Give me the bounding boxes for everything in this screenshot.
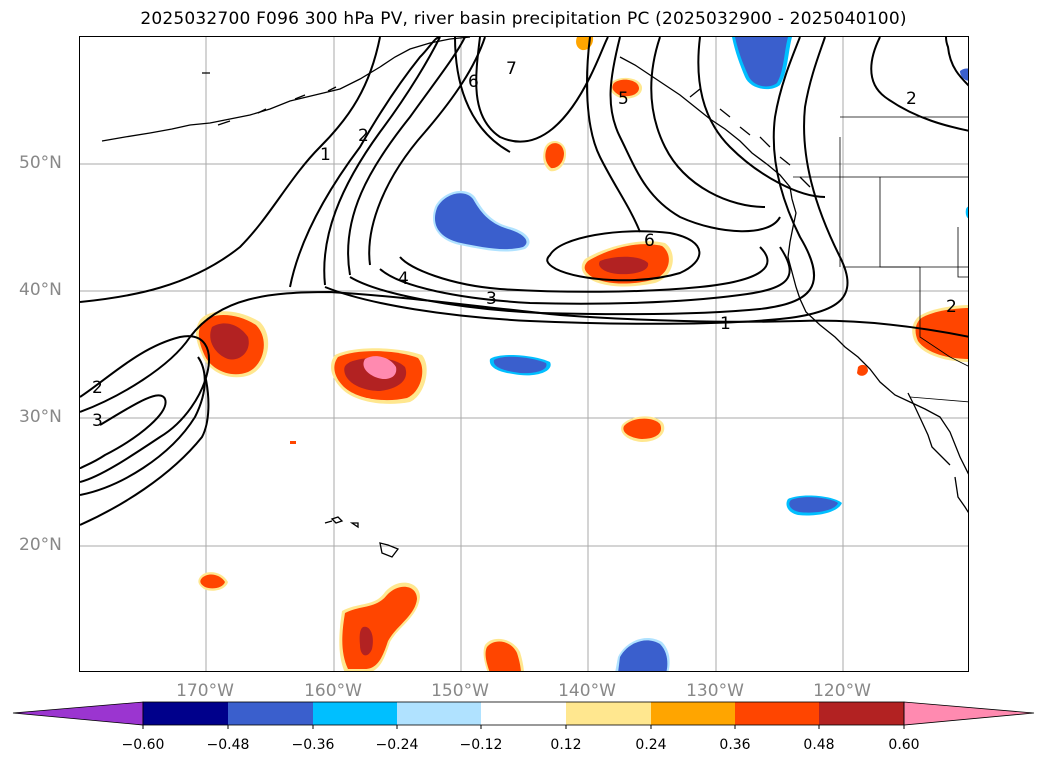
colorbar-tick: 0.48	[803, 737, 835, 753]
colorbar-segment	[651, 702, 735, 725]
contour-label-5: 5	[618, 89, 629, 109]
lat-label-30n: 30°N	[19, 407, 62, 427]
colorbar-segment	[481, 702, 566, 725]
colorbar-segment	[313, 702, 397, 725]
contour-label-2b: 2	[92, 378, 103, 398]
negative-precip-blobs	[432, 37, 968, 671]
borders	[793, 116, 968, 403]
colorbar-tick: −0.12	[459, 737, 503, 753]
pv-contours	[80, 37, 968, 526]
contour-label-3a: 3	[92, 411, 103, 431]
lat-label-40n: 40°N	[19, 280, 62, 300]
colorbar-tick: −0.48	[206, 737, 250, 753]
map-panel: 1 1 2 2 2 2 3 3 4 5 6 6 7	[79, 36, 969, 672]
gridlines	[80, 37, 968, 671]
colorbar-segment	[228, 702, 313, 725]
contour-label-3b: 3	[486, 289, 497, 309]
lon-label-170w: 170°W	[176, 681, 234, 701]
contour-label-1a: 1	[320, 145, 331, 165]
colorbar-tick: 0.12	[550, 737, 582, 753]
contour-labels: 1 1 2 2 2 2 3 3 4 5 6 6 7	[92, 59, 957, 431]
lon-label-130w: 130°W	[686, 681, 744, 701]
lat-label-50n: 50°N	[19, 153, 62, 173]
contour-label-6b: 6	[644, 231, 655, 251]
colorbar-tick: −0.60	[121, 737, 165, 753]
contour-label-2a: 2	[358, 126, 369, 146]
lon-label-140w: 140°W	[558, 681, 616, 701]
colorbar-segment	[397, 702, 481, 725]
colorbar-segment	[143, 702, 228, 725]
lon-label-160w: 160°W	[304, 681, 362, 701]
colorbar-tick: 0.24	[635, 737, 667, 753]
contour-label-1b: 1	[720, 314, 731, 334]
contour-label-2d: 2	[946, 297, 957, 317]
colorbar-segment	[819, 702, 904, 725]
chart-title: 2025032700 F096 300 hPa PV, river basin …	[140, 9, 907, 29]
lon-label-120w: 120°W	[813, 681, 871, 701]
lat-label-20n: 20°N	[19, 535, 62, 555]
contour-label-7: 7	[506, 59, 517, 79]
colorbar-tick: 0.36	[719, 737, 751, 753]
contour-label-2c: 2	[906, 89, 917, 109]
colorbar	[12, 701, 1035, 729]
colorbar-over-arrow	[903, 701, 1035, 726]
colorbar-tick: −0.36	[291, 737, 335, 753]
colorbar-segment	[566, 702, 651, 725]
map-svg: 1 1 2 2 2 2 3 3 4 5 6 6 7	[80, 37, 968, 671]
lon-label-150w: 150°W	[431, 681, 489, 701]
colorbar-tick: 0.60	[888, 737, 920, 753]
colorbar-segment	[735, 702, 819, 725]
colorbar-under-arrow	[12, 701, 144, 726]
coastlines	[101, 37, 968, 558]
colorbar-tick: −0.24	[375, 737, 419, 753]
contour-label-6a: 6	[468, 72, 479, 92]
contour-label-4: 4	[398, 269, 409, 289]
positive-precip-blobs	[196, 37, 968, 671]
